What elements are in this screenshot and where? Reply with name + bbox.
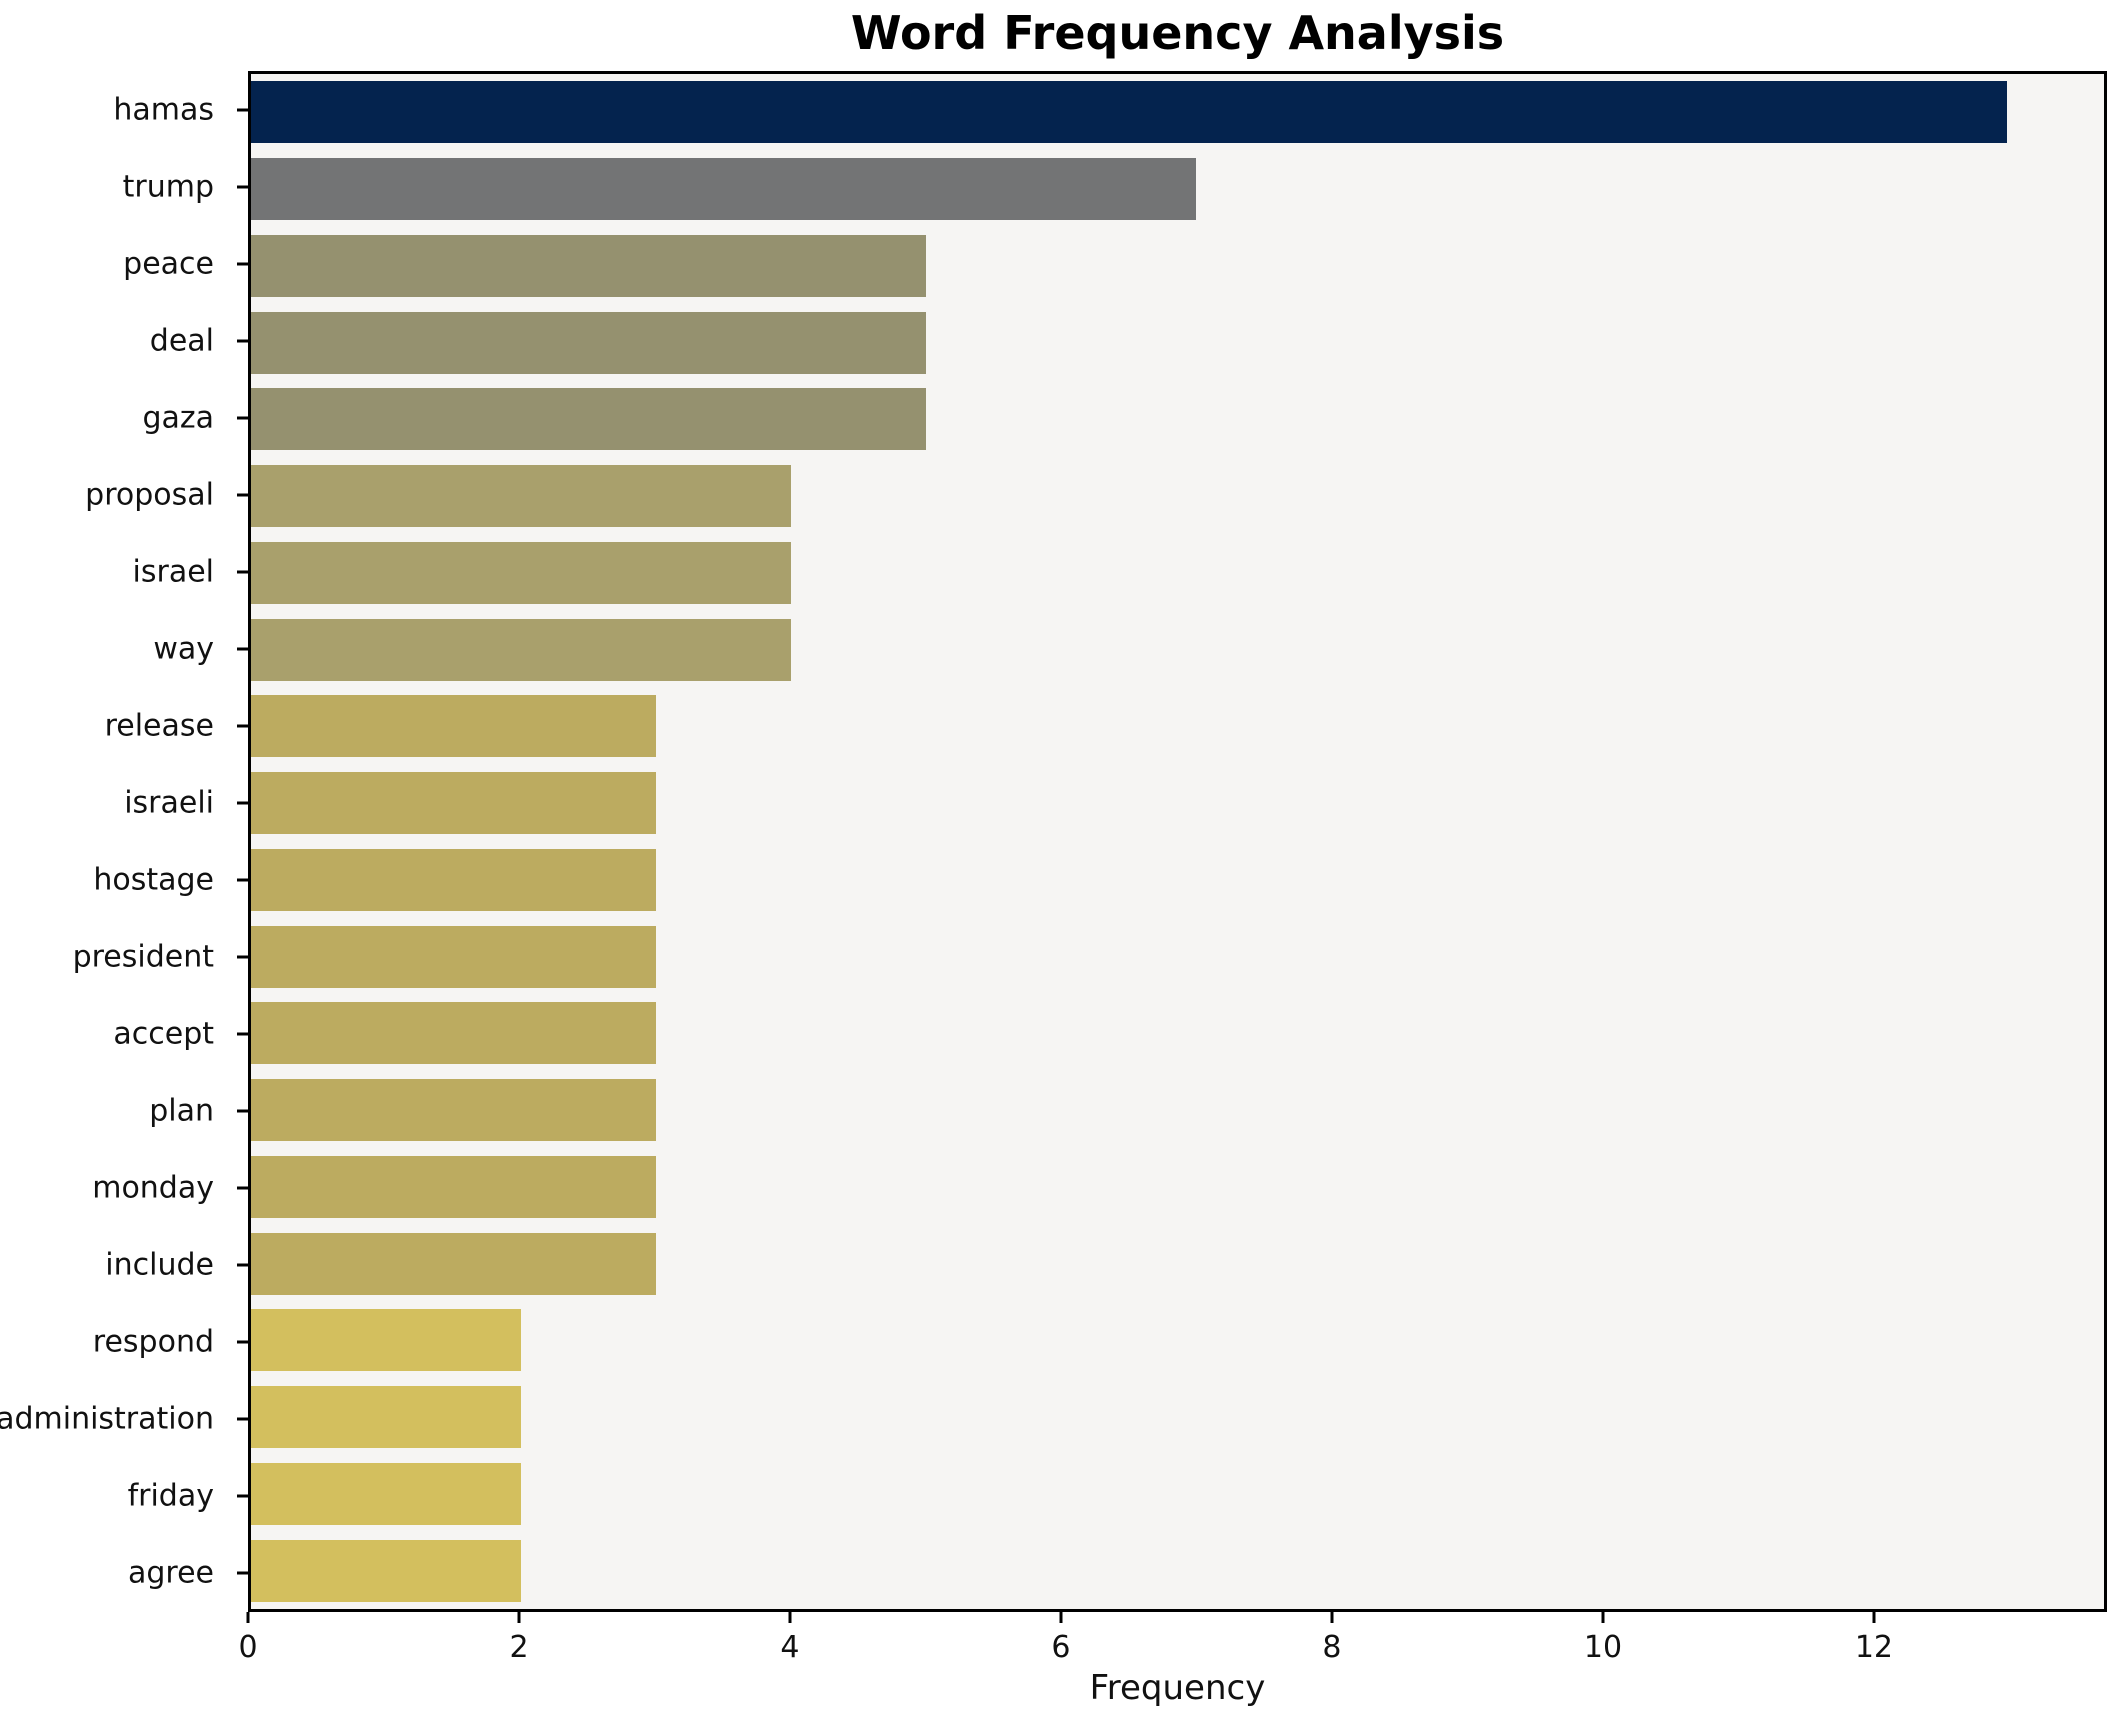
bar xyxy=(251,311,927,374)
y-tick-mark xyxy=(237,1263,248,1267)
x-axis: 0 2 4 6 8 10 12 xyxy=(238,1612,2107,1702)
bar-series xyxy=(251,74,2104,1609)
y-tick-label: deal xyxy=(149,323,214,359)
bar xyxy=(251,1309,522,1372)
y-tick-mark xyxy=(237,1571,248,1575)
y-tick-label: gaza xyxy=(142,400,214,436)
y-tick-mark xyxy=(237,878,248,882)
bar xyxy=(251,388,927,451)
y-tick-label: release xyxy=(104,708,214,744)
x-tick-label: 10 xyxy=(1583,1630,1623,1665)
y-tick-label: israel xyxy=(132,554,214,590)
x-tick-mark xyxy=(517,1612,521,1623)
y-tick-mark xyxy=(237,1494,248,1498)
chart-title: Word Frequency Analysis xyxy=(850,6,1505,60)
x-tick-mark xyxy=(1059,1612,1063,1623)
bar xyxy=(251,234,927,297)
x-axis-title: Frequency xyxy=(1089,1668,1266,1708)
bar xyxy=(251,1386,522,1448)
y-tick-mark xyxy=(237,493,248,497)
y-tick-mark xyxy=(237,185,248,189)
bar xyxy=(251,1002,657,1065)
y-tick-mark xyxy=(237,801,248,805)
bar xyxy=(251,925,657,988)
y-tick-label: accept xyxy=(113,1016,214,1052)
bar xyxy=(251,1232,657,1295)
x-tick-mark xyxy=(1330,1612,1334,1623)
y-tick-mark xyxy=(237,1417,248,1421)
y-tick-label: hamas xyxy=(113,92,214,128)
y-tick-label: proposal xyxy=(85,477,214,513)
y-tick-mark xyxy=(237,108,248,112)
x-tick-label: 4 xyxy=(780,1630,800,1665)
y-tick-mark xyxy=(237,262,248,266)
y-tick-mark xyxy=(237,1109,248,1113)
bar xyxy=(251,158,1197,220)
y-tick-label: israeli xyxy=(124,785,214,821)
bar xyxy=(251,1079,657,1141)
y-tick-label: administration xyxy=(0,1401,214,1437)
bar xyxy=(251,81,2007,144)
y-tick-mark xyxy=(237,724,248,728)
x-tick-mark xyxy=(1872,1612,1876,1623)
x-tick-mark xyxy=(1601,1612,1605,1623)
x-tick-label: 2 xyxy=(509,1630,529,1665)
y-tick-mark xyxy=(237,570,248,574)
bar xyxy=(251,1462,522,1525)
x-tick-label: 6 xyxy=(1051,1630,1071,1665)
y-tick-label: agree xyxy=(127,1555,214,1591)
y-tick-mark xyxy=(237,955,248,959)
plot-area xyxy=(248,71,2107,1612)
bar xyxy=(251,1539,522,1602)
y-tick-label: peace xyxy=(123,246,214,282)
bar xyxy=(251,1155,657,1218)
bar xyxy=(251,695,657,758)
x-tick-label: 8 xyxy=(1322,1630,1342,1665)
x-tick-mark xyxy=(246,1612,250,1623)
y-tick-mark xyxy=(237,647,248,651)
y-tick-label: president xyxy=(72,939,214,975)
y-tick-mark xyxy=(237,1032,248,1036)
y-tick-label: friday xyxy=(127,1478,214,1514)
y-tick-label: way xyxy=(153,631,214,667)
bar xyxy=(251,465,792,527)
y-tick-mark xyxy=(237,339,248,343)
y-tick-label: plan xyxy=(149,1093,214,1129)
y-axis-labels: hamas trump peace deal gaza proposal israel way… xyxy=(0,71,248,1612)
bar xyxy=(251,618,792,681)
x-tick-label: 12 xyxy=(1854,1630,1894,1665)
bar xyxy=(251,848,657,911)
y-tick-mark xyxy=(237,1186,248,1190)
y-tick-label: include xyxy=(105,1247,214,1283)
y-tick-label: trump xyxy=(122,169,214,205)
y-tick-mark xyxy=(237,1340,248,1344)
y-tick-mark xyxy=(237,416,248,420)
bar xyxy=(251,541,792,604)
y-tick-label: monday xyxy=(92,1170,214,1206)
y-tick-label: respond xyxy=(92,1324,214,1360)
bar xyxy=(251,772,657,834)
x-tick-mark xyxy=(788,1612,792,1623)
y-tick-label: hostage xyxy=(93,862,214,898)
x-tick-label: 0 xyxy=(238,1630,258,1665)
